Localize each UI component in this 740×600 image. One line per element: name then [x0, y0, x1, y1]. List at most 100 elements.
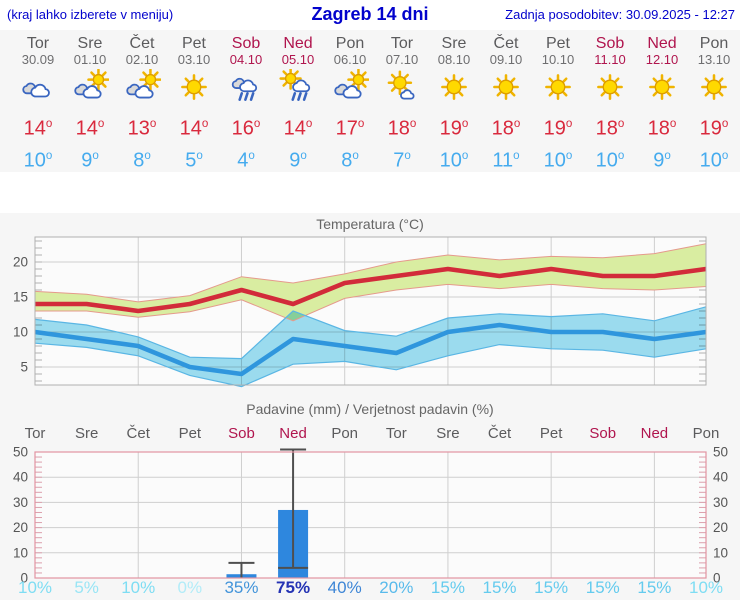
min-temperature: 5o — [185, 148, 203, 172]
max-temperature: 19o — [543, 117, 573, 140]
min-temperature: 10o — [543, 148, 573, 172]
min-temperature: 11o — [492, 148, 520, 172]
precipitation-chart-svg: 0 0 10 10 20 20 30 30 40 40 50 50 — [13, 446, 728, 586]
precip-probability-label: 20% — [379, 578, 414, 597]
forecast-day-column: Čet 09.10 18o 11o — [480, 30, 532, 172]
day-name: Čet — [493, 35, 519, 52]
svg-text:30: 30 — [713, 495, 728, 510]
forecast-day-column: Sob 11.10 18o 10o — [584, 30, 636, 172]
precip-probability-label: 15% — [482, 578, 517, 597]
forecast-day-column: Ned 12.10 18o 9o — [636, 30, 688, 172]
day-date: 13.10 — [697, 52, 731, 67]
precip-probability-label: 0% — [177, 578, 203, 597]
sun-cloud-rain-icon — [272, 67, 324, 111]
max-temperature: 18o — [491, 117, 521, 140]
page-title: Zagreb 14 dni — [311, 4, 429, 24]
precip-axis-day-label: Čet — [126, 425, 150, 442]
day-date: 10.10 — [541, 52, 575, 67]
cloudy-icon — [12, 69, 64, 111]
svg-text:40: 40 — [713, 470, 728, 485]
day-name: Sob — [231, 35, 261, 52]
day-name: Tor — [390, 35, 414, 52]
forecast-day-column: Pet 03.10 14o 5o — [168, 30, 220, 172]
precip-probability-label: 40% — [327, 578, 362, 597]
sunny-icon — [688, 69, 740, 111]
precip-probability-label: 75% — [276, 578, 311, 597]
sunny-icon — [480, 69, 532, 111]
svg-text:10: 10 — [13, 325, 28, 340]
precip-axis-day-label: Ned — [279, 425, 307, 442]
day-date: 11.10 — [594, 52, 626, 67]
precip-axis-day-label: Sob — [589, 425, 617, 442]
forecast-strip: Tor 30.09 14o 10o Sre 01.10 14o 9o Čet 0… — [0, 30, 740, 172]
max-temperature: 16o — [231, 117, 261, 140]
precip-axis-day-label: Sre — [436, 425, 460, 442]
precip-axis-day-label: Pet — [178, 425, 202, 442]
precip-probability-label: 10% — [121, 578, 156, 597]
precipitation-chart-title: Padavine (mm) / Verjetnost padavin (%) — [246, 401, 494, 417]
svg-text:20: 20 — [13, 520, 28, 535]
day-date: 08.10 — [437, 52, 471, 67]
svg-text:50: 50 — [13, 446, 28, 460]
sunny-icon — [428, 69, 480, 111]
day-name: Pet — [181, 35, 206, 52]
day-name: Čet — [129, 35, 155, 52]
forecast-day-column: Čet 02.10 13o 8o — [116, 30, 168, 172]
max-temperature: 14o — [283, 117, 313, 140]
min-temperature: 10o — [595, 148, 625, 172]
forecast-day-column: Pon 13.10 19o 10o — [688, 30, 740, 172]
precip-probability-label: 15% — [430, 578, 465, 597]
rain-icon — [220, 69, 272, 111]
forecast-day-column: Sre 01.10 14o 9o — [64, 30, 116, 172]
precip-probability-label: 10% — [688, 578, 724, 597]
min-temperature: 9o — [653, 148, 671, 172]
precip-axis-day-label: Ned — [640, 425, 669, 442]
svg-text:20: 20 — [13, 255, 28, 270]
day-date: 09.10 — [489, 52, 523, 67]
svg-text:0: 0 — [713, 571, 721, 586]
temperature-chart-svg: 5 10 15 20 — [13, 236, 707, 388]
precip-axis-day-label: Sre — [74, 425, 99, 442]
day-date: 12.10 — [645, 52, 679, 67]
max-temperature: 18o — [595, 117, 625, 140]
day-date: 06.10 — [333, 52, 367, 67]
sun-cloud-icon — [116, 68, 168, 111]
page-header: (kraj lahko izberete v meniju) Zagreb 14… — [0, 0, 740, 30]
max-temperature: 14o — [75, 117, 105, 140]
svg-text:40: 40 — [13, 470, 28, 485]
precip-probability-label: 35% — [224, 578, 259, 597]
svg-text:5: 5 — [20, 360, 28, 375]
max-temperature: 14o — [23, 117, 53, 140]
min-temperature: 4o — [237, 148, 255, 172]
max-temperature: 18o — [387, 117, 417, 140]
svg-text:10: 10 — [713, 545, 728, 560]
day-name: Pet — [545, 35, 570, 52]
forecast-day-column: Sre 08.10 19o 10o — [428, 30, 480, 172]
precip-axis-day-label: Sob — [228, 425, 255, 442]
day-date: 07.10 — [385, 52, 419, 67]
max-temperature: 13o — [127, 117, 157, 140]
svg-text:0: 0 — [20, 571, 28, 586]
day-name: Sre — [77, 35, 103, 52]
svg-text:50: 50 — [713, 446, 728, 460]
max-temperature: 19o — [699, 117, 729, 140]
day-date: 02.10 — [125, 52, 159, 67]
day-name: Tor — [26, 35, 50, 52]
day-name: Ned — [283, 35, 313, 52]
precip-axis-day-label: Pon — [331, 425, 359, 442]
day-date: 04.10 — [229, 52, 263, 67]
precip-probability-label: 15% — [637, 578, 672, 597]
forecast-day-column: Pon 06.10 17o 8o — [324, 30, 376, 172]
precip-axis-day-label: Tor — [385, 425, 407, 442]
svg-text:30: 30 — [13, 495, 28, 510]
forecast-day-column: Ned 05.10 14o 9o — [272, 30, 324, 172]
forecast-day-column: Tor 07.10 18o 7o — [376, 30, 428, 172]
sun-cloud-icon — [64, 68, 116, 111]
sunny-icon — [584, 69, 636, 111]
day-name: Pon — [335, 35, 365, 52]
max-temperature: 19o — [439, 117, 469, 140]
forecast-day-column: Pet 10.10 19o 10o — [532, 30, 584, 172]
sunny-icon — [168, 69, 220, 111]
